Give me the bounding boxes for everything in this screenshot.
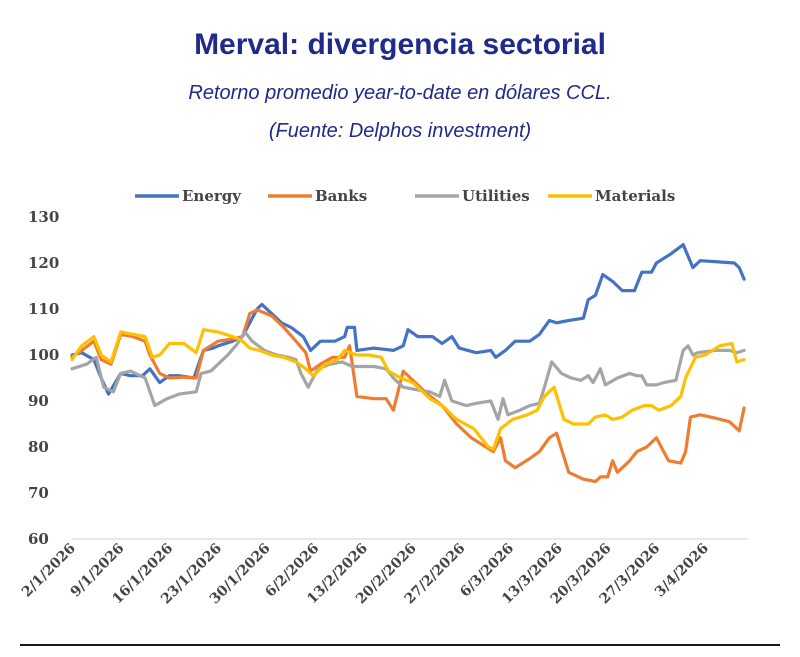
series-line-utilities: [70, 330, 746, 421]
chart-legend: Energy Banks Utilities Materials: [135, 187, 675, 205]
series-line-materials: [70, 328, 746, 451]
bottom-divider: [20, 644, 780, 646]
series-line-banks: [70, 308, 746, 484]
series-line-energy: [70, 243, 746, 396]
chart-subtitle: Retorno promedio year-to-date en dólares…: [188, 82, 612, 104]
y-axis: 130 120 110 100 90 80 70 60: [28, 208, 59, 548]
legend-label: Materials: [595, 187, 675, 205]
y-tick-label: 110: [28, 300, 59, 318]
chart-title: Merval: divergencia sectorial: [194, 28, 606, 61]
y-tick-label: 120: [28, 254, 59, 272]
y-tick-label: 80: [28, 438, 49, 456]
y-tick-label: 100: [28, 346, 59, 364]
chart-plot-area: [70, 243, 746, 484]
x-axis: 2/1/20269/1/202616/1/202623/1/202630/1/2…: [19, 541, 712, 608]
x-tick-label: 3/4/2026: [652, 541, 712, 601]
legend-label: Banks: [315, 187, 367, 205]
y-tick-label: 130: [28, 208, 59, 226]
y-tick-label: 60: [28, 530, 49, 548]
legend-label: Energy: [182, 187, 242, 205]
y-tick-label: 90: [28, 392, 49, 410]
y-tick-label: 70: [28, 484, 49, 502]
legend-label: Utilities: [462, 187, 530, 205]
chart-source-note: (Fuente: Delphos investment): [268, 120, 532, 142]
